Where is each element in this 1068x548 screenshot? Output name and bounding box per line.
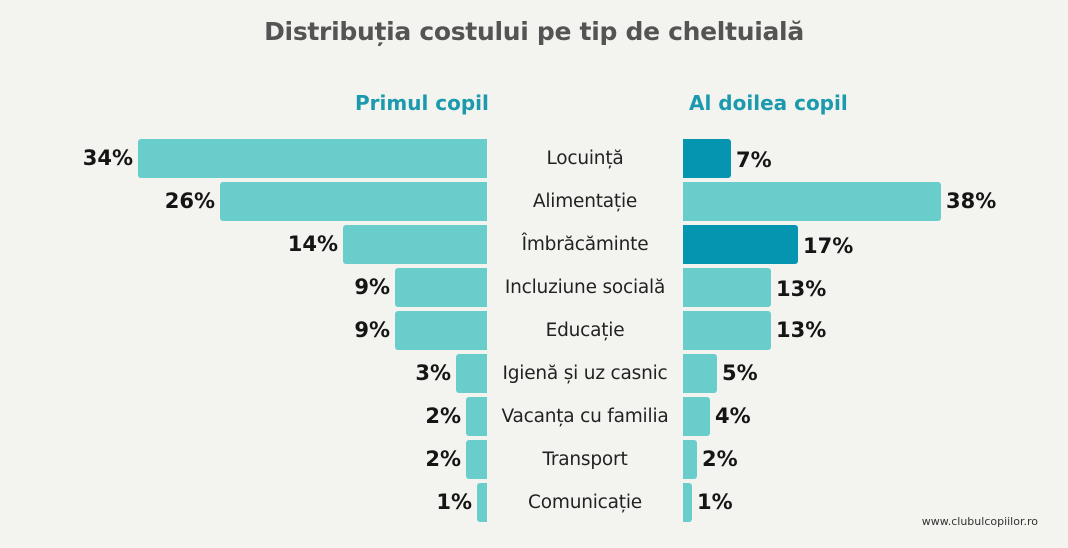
category-label: Vacanța cu familia [501, 406, 669, 427]
bar-second-child [683, 268, 771, 307]
value-label-first-child: 9% [354, 318, 390, 342]
value-label-first-child: 34% [82, 146, 133, 170]
bar-second-child [683, 311, 771, 350]
bar-first-child [395, 268, 487, 307]
category-label: Incluziune socială [504, 277, 666, 298]
value-label-first-child: 14% [287, 232, 338, 256]
left-series-header: Primul copil [355, 91, 489, 115]
bar-first-child [138, 139, 487, 178]
chart-title: Distribuția costului pe tip de cheltuial… [264, 17, 804, 46]
value-label-first-child: 9% [354, 275, 390, 299]
value-label-second-child: 5% [722, 361, 758, 385]
right-series-header: Al doilea copil [689, 91, 848, 115]
value-label-second-child: 2% [702, 447, 738, 471]
value-label-first-child: 2% [425, 404, 461, 428]
bar-first-child [466, 397, 487, 436]
category-label: Locuință [546, 148, 624, 169]
value-label-first-child: 2% [425, 447, 461, 471]
bar-first-child [395, 311, 487, 350]
category-label: Alimentație [532, 191, 638, 212]
value-label-first-child: 1% [436, 490, 472, 514]
bar-first-child [477, 483, 487, 522]
bar-second-child-highlighted [683, 139, 731, 178]
value-label-second-child: 38% [946, 189, 997, 213]
category-label: Comunicație [528, 492, 642, 513]
category-label: Transport [542, 449, 628, 470]
value-label-first-child: 26% [164, 189, 215, 213]
category-label: Igienă și uz casnic [502, 363, 668, 384]
bar-first-child [466, 440, 487, 479]
bar-second-child [683, 354, 717, 393]
bar-first-child [220, 182, 487, 221]
bar-second-child [683, 440, 697, 479]
value-label-second-child: 4% [715, 404, 751, 428]
value-label-second-child: 13% [776, 318, 827, 342]
bar-second-child [683, 182, 941, 221]
bar-first-child [343, 225, 487, 264]
bar-first-child [456, 354, 487, 393]
bar-second-child [683, 397, 710, 436]
value-label-first-child: 3% [415, 361, 451, 385]
value-label-second-child: 17% [803, 234, 854, 258]
bar-second-child [683, 483, 692, 522]
category-label: Educație [545, 320, 625, 341]
category-label: Îmbrăcăminte [521, 234, 649, 255]
bar-second-child-highlighted [683, 225, 798, 264]
value-label-second-child: 1% [697, 490, 733, 514]
footer-url: www.clubulcopiilor.ro [921, 515, 1038, 528]
value-label-second-child: 7% [736, 148, 772, 172]
value-label-second-child: 13% [776, 277, 827, 301]
